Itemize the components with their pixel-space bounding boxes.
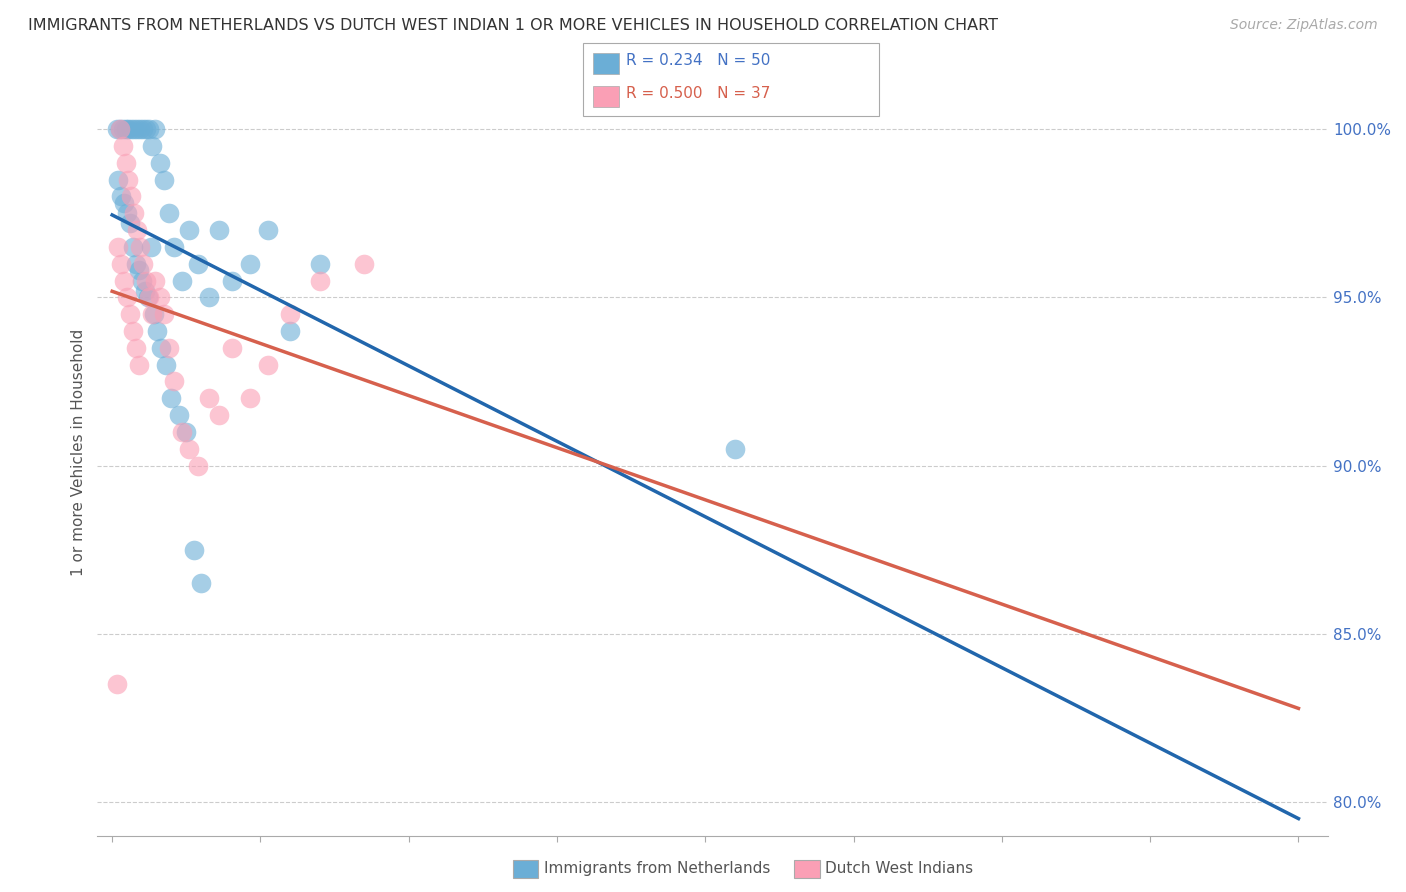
Point — [167, 408, 190, 422]
Point — [149, 290, 172, 304]
Point — [170, 425, 193, 439]
Point — [239, 257, 262, 271]
Text: R = 0.500   N = 37: R = 0.500 N = 37 — [626, 86, 770, 101]
Point — [239, 392, 262, 406]
Point — [111, 139, 134, 153]
Point — [127, 223, 149, 237]
Point — [221, 273, 243, 287]
Point — [128, 358, 150, 372]
Point — [183, 542, 205, 557]
Point — [353, 257, 375, 271]
Point — [142, 307, 165, 321]
Text: Dutch West Indians: Dutch West Indians — [825, 862, 973, 876]
Point — [118, 216, 141, 230]
Point — [129, 240, 152, 254]
Point — [163, 375, 186, 389]
Point — [208, 223, 231, 237]
Point — [115, 206, 138, 220]
Point — [117, 122, 139, 136]
Point — [163, 240, 186, 254]
Point — [107, 172, 129, 186]
Point — [145, 324, 167, 338]
Point — [117, 172, 139, 186]
Point — [278, 307, 301, 321]
Point — [105, 677, 128, 691]
Text: R = 0.234   N = 50: R = 0.234 N = 50 — [626, 53, 770, 68]
Point — [124, 122, 146, 136]
Point — [125, 257, 148, 271]
Point — [157, 341, 180, 355]
Point — [141, 139, 163, 153]
Point — [176, 425, 198, 439]
Point — [131, 273, 153, 287]
Point — [187, 257, 209, 271]
Text: Immigrants from Netherlands: Immigrants from Netherlands — [544, 862, 770, 876]
Point — [107, 240, 129, 254]
Point — [136, 290, 159, 304]
Point — [179, 442, 201, 456]
Point — [132, 122, 155, 136]
Point — [120, 122, 142, 136]
Point — [197, 392, 219, 406]
Point — [187, 458, 209, 473]
Point — [125, 341, 148, 355]
Point — [160, 392, 183, 406]
Point — [118, 307, 141, 321]
Point — [115, 290, 138, 304]
Point — [170, 273, 193, 287]
Point — [108, 122, 131, 136]
Point — [124, 206, 146, 220]
Point — [110, 257, 132, 271]
Text: IMMIGRANTS FROM NETHERLANDS VS DUTCH WEST INDIAN 1 OR MORE VEHICLES IN HOUSEHOLD: IMMIGRANTS FROM NETHERLANDS VS DUTCH WES… — [28, 18, 998, 33]
Point — [278, 324, 301, 338]
Point — [127, 122, 149, 136]
Y-axis label: 1 or more Vehicles in Household: 1 or more Vehicles in Household — [72, 328, 86, 575]
Point — [134, 284, 156, 298]
Point — [143, 273, 166, 287]
Point — [308, 257, 330, 271]
Point — [139, 240, 162, 254]
Point — [143, 122, 166, 136]
Point — [132, 257, 155, 271]
Point — [197, 290, 219, 304]
Point — [153, 172, 176, 186]
Point — [112, 273, 135, 287]
Point — [122, 240, 145, 254]
Point — [122, 324, 145, 338]
Point — [129, 122, 152, 136]
Text: Source: ZipAtlas.com: Source: ZipAtlas.com — [1230, 18, 1378, 32]
Point — [135, 122, 157, 136]
Point — [108, 122, 131, 136]
Point — [111, 122, 134, 136]
Point — [724, 442, 747, 456]
Point — [138, 122, 160, 136]
Point — [190, 576, 212, 591]
Point — [257, 358, 280, 372]
Point — [135, 273, 157, 287]
Point — [105, 122, 128, 136]
Point — [112, 196, 135, 211]
Point — [257, 223, 280, 237]
Point — [179, 223, 201, 237]
Point — [155, 358, 177, 372]
Point — [128, 263, 150, 277]
Point — [157, 206, 180, 220]
Point — [110, 189, 132, 203]
Point — [149, 155, 172, 169]
Point — [120, 189, 142, 203]
Point — [114, 155, 136, 169]
Point — [114, 122, 136, 136]
Point — [208, 408, 231, 422]
Point — [141, 307, 163, 321]
Point — [221, 341, 243, 355]
Point — [138, 290, 160, 304]
Point — [153, 307, 176, 321]
Point — [150, 341, 173, 355]
Point — [308, 273, 330, 287]
